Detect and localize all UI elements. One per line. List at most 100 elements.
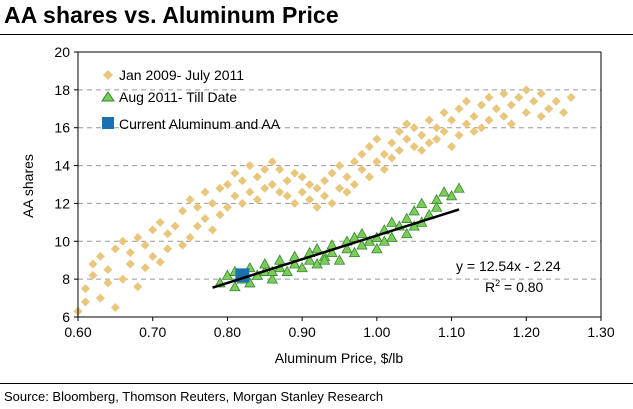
point-s1-99	[447, 142, 457, 152]
point-s1-27	[178, 206, 188, 216]
point-s1-91	[417, 145, 427, 155]
point-s1-73	[349, 180, 359, 189]
point-s2-22	[326, 246, 338, 258]
point-s1-119	[536, 111, 546, 121]
point-s1-97	[439, 127, 449, 136]
trendline-segment	[212, 208, 460, 289]
point-s1-58	[297, 187, 307, 197]
point-s2-48	[266, 265, 278, 276]
point-s1-18	[140, 240, 150, 250]
point-s1-77	[364, 142, 374, 152]
point-s1-66	[327, 168, 337, 178]
point-s2-46	[445, 190, 458, 201]
trendline	[212, 208, 460, 289]
x-tick-label-0.60: 0.60	[64, 324, 91, 340]
point-s2-29	[356, 227, 368, 239]
point-s1-92	[424, 115, 434, 125]
point-s1-80	[379, 149, 389, 159]
point-s2-37	[401, 212, 413, 223]
point-s1-5	[95, 293, 105, 303]
point-s1-118	[529, 96, 539, 106]
data-points	[73, 85, 576, 316]
point-s1-25	[170, 221, 180, 231]
point-s1-42	[237, 198, 247, 208]
point-s2-9	[259, 258, 271, 269]
point-s1-7	[103, 278, 113, 288]
point-s1-121	[544, 104, 554, 114]
y-axis-label: AA shares	[20, 154, 36, 218]
point-s1-94	[432, 123, 442, 133]
point-s1-74	[357, 164, 367, 174]
point-s2-34	[386, 231, 398, 242]
x-tick-label-1.10: 1.10	[438, 324, 465, 340]
point-s1-68	[335, 183, 344, 193]
point-s1-35	[207, 198, 217, 208]
point-s2-10	[266, 273, 278, 284]
point-s1-13	[125, 259, 135, 269]
point-s1-31	[193, 202, 203, 212]
y-tick-label-16: 16	[54, 120, 70, 136]
x-tick-label-1.30: 1.30	[587, 324, 614, 340]
point-s2-25	[341, 243, 353, 254]
point-s1-53	[275, 164, 285, 174]
point-s1-39	[222, 202, 232, 212]
point-s1-22	[155, 217, 165, 227]
point-s1-105	[469, 127, 479, 136]
point-s1-106	[476, 100, 486, 110]
point-s2-16	[296, 261, 308, 273]
point-s1-114	[506, 119, 516, 129]
point-s2-20	[311, 243, 323, 254]
point-s1-65	[320, 191, 330, 201]
legend-label-series2: Aug 2011- Till Date	[119, 89, 237, 105]
y-tick-label-14: 14	[54, 158, 70, 174]
point-s1-110	[491, 104, 501, 114]
point-s1-69	[335, 161, 344, 171]
point-s1-62	[312, 183, 322, 193]
legend-label-series3: Current Aluminum and AA	[119, 116, 281, 132]
point-s1-48	[260, 164, 270, 174]
point-s1-12	[118, 236, 128, 246]
y-tick-label-8: 8	[62, 271, 70, 287]
point-s1-57	[290, 198, 300, 208]
point-s2-17	[303, 254, 316, 265]
point-s1-82	[387, 138, 397, 148]
point-s1-16	[133, 233, 143, 242]
legend: Jan 2009- July 2011 Aug 2011- Till Date …	[101, 67, 281, 132]
point-s2-5	[244, 277, 256, 288]
point-s1-19	[148, 251, 158, 261]
point-s1-63	[312, 202, 322, 212]
point-s1-123	[559, 108, 569, 118]
point-s2-2	[229, 280, 241, 292]
point-s1-52	[275, 187, 285, 197]
point-s1-41	[230, 168, 240, 178]
point-s1-15	[133, 282, 143, 292]
point-s1-124	[566, 92, 576, 102]
point-s1-72	[349, 157, 359, 167]
point-s1-84	[394, 127, 404, 136]
point-s1-104	[469, 111, 479, 121]
point-s1-117	[521, 85, 531, 95]
point-s1-107	[476, 123, 486, 133]
point-s1-71	[342, 187, 352, 197]
point-s1-24	[163, 229, 173, 239]
point-s1-43	[237, 176, 247, 186]
point-s1-101	[454, 130, 464, 140]
point-s1-46	[252, 172, 262, 182]
point-s1-21	[155, 257, 165, 267]
point-s2-44	[430, 201, 443, 212]
x-tick-label-1.20: 1.20	[513, 324, 540, 340]
point-s1-86	[402, 134, 412, 144]
y-tick-label-6: 6	[62, 309, 70, 325]
point-s1-17	[140, 263, 150, 273]
point-s1-115	[514, 92, 524, 102]
point-s2-41	[416, 197, 428, 208]
point-s1-6	[95, 251, 105, 261]
point-s1-1	[80, 297, 90, 307]
point-s1-8	[103, 265, 113, 275]
point-s1-26	[178, 240, 188, 250]
legend-marker-series2-triangle	[101, 91, 115, 102]
point-s2-47	[453, 182, 465, 193]
point-s1-112	[499, 89, 509, 99]
axes: 6 8 10 12 14 16 18 20 0.60 0.70 0.80 0.90 1.00 1.10 1.…	[54, 44, 614, 340]
point-s1-76	[364, 172, 374, 182]
